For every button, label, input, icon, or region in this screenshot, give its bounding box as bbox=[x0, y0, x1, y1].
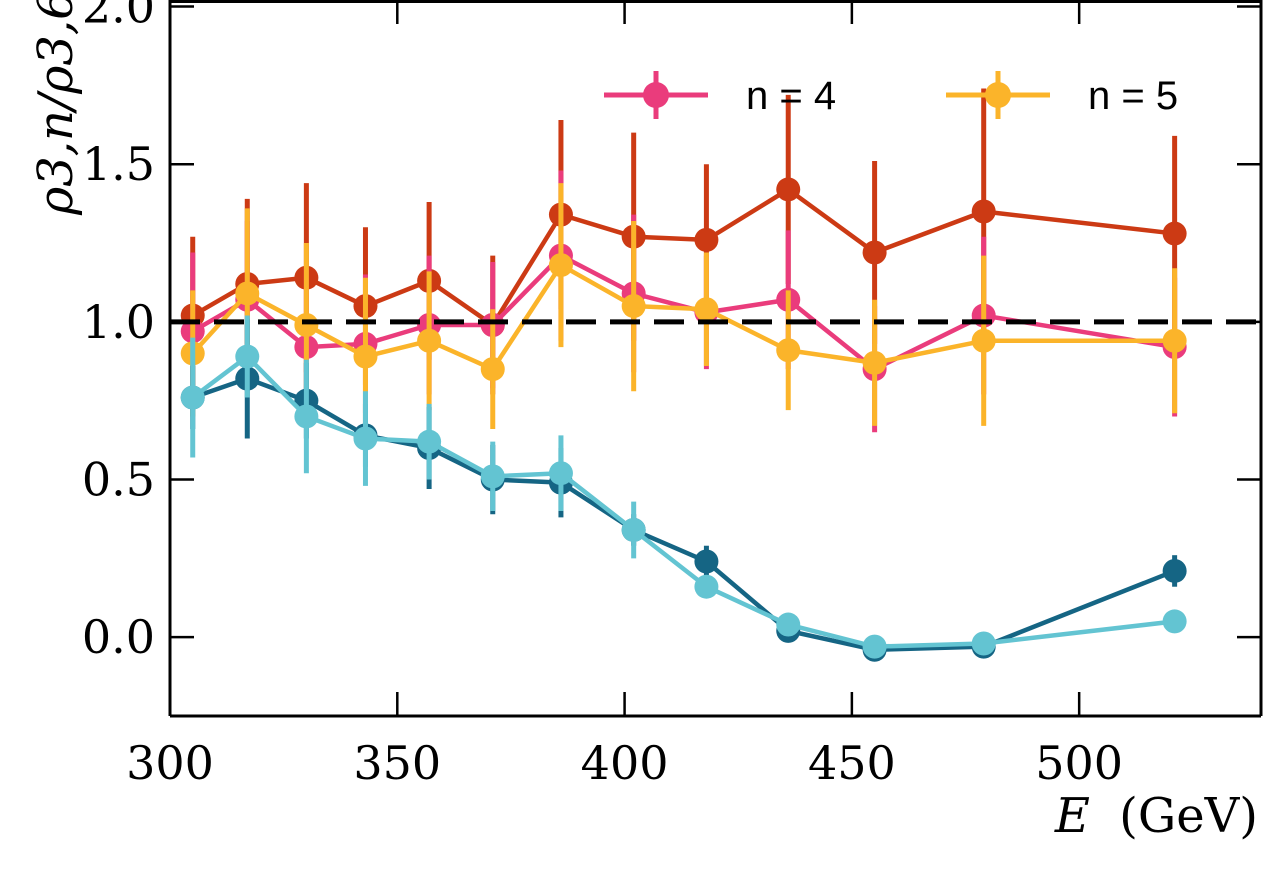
point-1-13 bbox=[1162, 221, 1187, 246]
legend-marker-2 bbox=[985, 82, 1011, 108]
svg-text:E (GeV): E (GeV) bbox=[1054, 788, 1258, 844]
point-1-11 bbox=[862, 240, 887, 265]
x-tick-label-400: 400 bbox=[581, 736, 669, 790]
series-5 bbox=[180, 315, 1187, 659]
point-5-13 bbox=[1162, 609, 1187, 634]
point-5-6 bbox=[480, 464, 505, 489]
point-3-12 bbox=[971, 328, 996, 353]
point-5-12 bbox=[971, 631, 996, 656]
point-3-4 bbox=[353, 344, 378, 369]
point-5-11 bbox=[862, 634, 887, 659]
legend-label-2: n = 5 bbox=[1088, 74, 1178, 118]
point-3-13 bbox=[1162, 328, 1187, 353]
point-3-3 bbox=[294, 313, 319, 338]
y-tick-label-0: 0.0 bbox=[82, 610, 155, 664]
x-tick-label-300: 300 bbox=[126, 736, 214, 790]
point-3-6 bbox=[480, 357, 505, 382]
series-line-4 bbox=[191, 376, 1176, 653]
point-3-10 bbox=[776, 338, 801, 363]
x-tick-label-450: 450 bbox=[808, 736, 896, 790]
point-4-9 bbox=[694, 549, 719, 574]
series-4 bbox=[180, 318, 1187, 662]
point-3-5 bbox=[417, 328, 442, 353]
x-tick-label-350: 350 bbox=[353, 736, 441, 790]
series-line-2 bbox=[191, 253, 1175, 372]
y-axis-label: ρ3,n/ρ3,6 bbox=[28, 0, 84, 216]
y-tick-label-1.5: 1.5 bbox=[82, 137, 155, 191]
point-5-5 bbox=[417, 429, 442, 454]
series-1 bbox=[180, 88, 1187, 395]
series-line-3 bbox=[191, 262, 1175, 372]
x-axis-label-symbol: E bbox=[1054, 788, 1090, 844]
legend: n = 4 n = 5 bbox=[604, 71, 1178, 119]
point-5-9 bbox=[694, 574, 719, 599]
point-5-7 bbox=[548, 461, 573, 486]
point-3-8 bbox=[621, 294, 646, 319]
point-5-2 bbox=[235, 344, 260, 369]
point-5-3 bbox=[294, 404, 319, 429]
series-3 bbox=[180, 183, 1187, 436]
x-axis-label: E (GeV) bbox=[1054, 788, 1258, 844]
point-5-8 bbox=[621, 517, 646, 542]
point-5-1 bbox=[180, 385, 205, 410]
point-3-7 bbox=[548, 253, 573, 278]
y-tick-label-2: 2.0 bbox=[82, 0, 155, 34]
point-3-9 bbox=[694, 297, 719, 322]
legend-label-1: n = 4 bbox=[746, 74, 836, 118]
axes: 300 350 400 450 500 0.0 0.5 1.0 1.5 2.0 bbox=[82, 0, 1263, 790]
series-line-5 bbox=[191, 354, 1175, 649]
y-tick-label-1: 1.0 bbox=[82, 295, 155, 349]
x-tick-label-500: 500 bbox=[1035, 736, 1123, 790]
point-3-11 bbox=[862, 350, 887, 375]
point-4-13 bbox=[1162, 558, 1187, 583]
point-1-12 bbox=[971, 199, 996, 224]
series-2 bbox=[180, 170, 1187, 433]
point-5-4 bbox=[353, 426, 378, 451]
legend-marker-1 bbox=[643, 82, 669, 108]
y-axis-label-text: ρ3,n/ρ3,6 bbox=[28, 0, 84, 216]
point-3-2 bbox=[235, 281, 260, 306]
point-5-10 bbox=[776, 612, 801, 637]
x-axis-label-unit: (GeV) bbox=[1119, 788, 1258, 844]
point-1-10 bbox=[776, 177, 801, 202]
y-tick-label-0.5: 0.5 bbox=[82, 453, 155, 507]
data-layer bbox=[180, 88, 1187, 662]
legend-entry-2: n = 5 bbox=[946, 71, 1178, 119]
legend-entry-1: n = 4 bbox=[604, 71, 836, 119]
point-1-9 bbox=[694, 227, 719, 252]
